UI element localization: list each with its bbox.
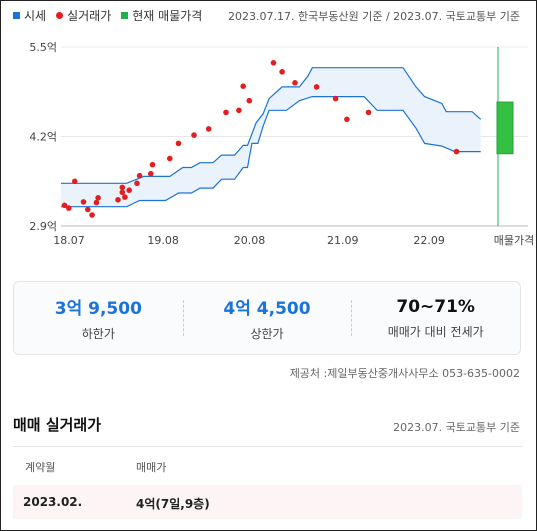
series-line-lower — [61, 96, 481, 208]
transaction-point — [115, 197, 121, 203]
transaction-point — [279, 69, 285, 75]
transaction-point — [344, 116, 350, 123]
provider-info: 제공처 :제일부동산중개사사무소 053-635-0002 — [289, 367, 520, 380]
legend-label: 실거래가 — [67, 9, 112, 23]
legend-item-listing[interactable]: 현재 매물가격 — [121, 7, 202, 24]
cell-month: 2023.02. — [23, 495, 83, 509]
column-header-price: 매매가 — [136, 461, 167, 474]
transaction-point — [66, 205, 72, 211]
series-line-upper — [61, 67, 482, 184]
transaction-point — [93, 199, 100, 206]
transaction-point — [126, 187, 132, 193]
x-tick-label: 21.09 — [327, 234, 359, 246]
y-tick-label: 2.9억 — [29, 220, 57, 233]
legend-square-icon — [121, 12, 129, 19]
trade-section-title: 매매 실거래가 — [13, 416, 102, 434]
legend-item-market[interactable]: 시세 — [13, 7, 46, 24]
transaction-point — [292, 80, 298, 86]
transaction-point — [134, 180, 140, 187]
price-summary: 3억 9,500 하한가 4억 4,500 상한가 70~71% 매매가 대비 … — [13, 281, 521, 355]
legend-dot-icon — [56, 12, 64, 19]
stat-lower: 3억 9,500 하한가 — [14, 282, 183, 354]
price-band-fill — [61, 67, 481, 207]
stat-value: 70~71% — [396, 296, 475, 317]
transaction-point — [85, 206, 91, 213]
y-tick-label: 4.2억 — [29, 131, 57, 144]
transaction-point — [119, 189, 126, 196]
transaction-point — [236, 107, 242, 114]
transaction-point — [313, 84, 320, 90]
transaction-point — [148, 170, 154, 177]
chart-legend: 시세 실거래가 현재 매물가격 — [13, 7, 202, 24]
legend-square-icon — [13, 12, 20, 19]
trade-section-source: 2023.07. 국토교통부 기준 — [393, 421, 520, 434]
cell-price: 4억(7일,9층) — [136, 497, 210, 511]
chart-source: 2023.07.17. 한국부동산원 기준 / 2023.07. 국토교통부 기… — [228, 10, 520, 23]
transaction-point — [365, 109, 372, 116]
transaction-point — [453, 148, 460, 155]
stat-label: 매매가 대비 전세가 — [387, 324, 484, 339]
stat-jeonse-ratio: 70~71% 매매가 대비 전세가 — [351, 282, 520, 354]
transaction-point — [72, 178, 78, 185]
stat-label: 하한가 — [81, 327, 115, 341]
x-tick-label: 18.07 — [53, 234, 85, 246]
x-tick-label: 20.08 — [234, 234, 266, 246]
transaction-point — [89, 212, 95, 218]
stat-value: 4억 4,500 — [223, 299, 311, 319]
listing-axis-label: 매물가격 — [494, 234, 534, 246]
listing-price-bar — [496, 101, 514, 155]
transaction-point — [240, 83, 246, 89]
legend-item-actual[interactable]: 실거래가 — [56, 7, 111, 24]
transaction-point — [191, 132, 197, 138]
column-header-month: 계약월 — [25, 461, 56, 474]
transaction-point — [95, 195, 101, 201]
transaction-point — [246, 97, 253, 104]
stat-upper: 4억 4,500 상한가 — [182, 282, 352, 354]
transaction-point — [270, 60, 277, 66]
legend-label: 시세 — [24, 9, 47, 23]
transaction-point — [223, 109, 229, 116]
stat-label: 상한가 — [250, 327, 284, 341]
transaction-point — [175, 140, 182, 147]
x-tick-label: 19.08 — [147, 234, 179, 246]
transaction-point — [61, 202, 68, 209]
transaction-point — [136, 172, 143, 179]
table-row[interactable]: 2023.02. 4억(7일,9층) — [13, 485, 522, 519]
stat-value: 3억 9,500 — [54, 299, 142, 319]
transaction-point — [332, 95, 339, 102]
x-tick-label: 22.09 — [413, 234, 445, 246]
transaction-point — [149, 161, 156, 168]
transaction-point — [205, 126, 212, 132]
transaction-point — [119, 184, 126, 191]
trade-table-header: 계약월 매매가 — [13, 446, 522, 486]
transaction-point — [167, 155, 173, 162]
legend-label: 현재 매물가격 — [132, 9, 203, 23]
transaction-point — [80, 199, 87, 205]
y-tick-label: 5.5억 — [29, 41, 57, 54]
transaction-point — [122, 194, 128, 200]
